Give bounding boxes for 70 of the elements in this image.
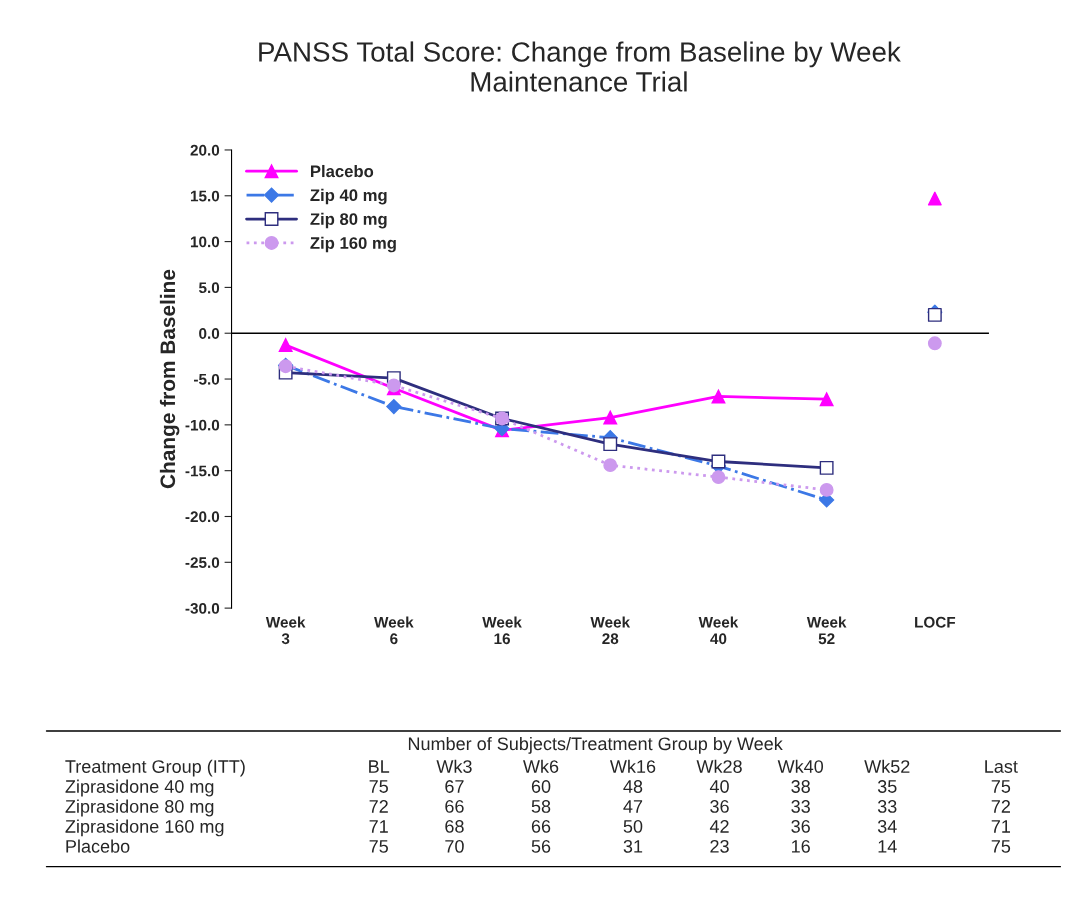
text: Placebo <box>66 839 130 853</box>
text: 66 <box>445 800 464 813</box>
y-tick-label: -20.0 <box>185 511 220 523</box>
text: Wk52 <box>864 759 910 773</box>
text: 71 <box>369 820 388 833</box>
text: Wk6 <box>523 759 559 773</box>
text: 48 <box>623 780 643 793</box>
text: 35 <box>877 780 897 793</box>
y-axis-title: Change from Baseline <box>159 269 180 489</box>
x-tick-label: Week 16 <box>482 616 522 645</box>
text: 75 <box>991 780 1011 793</box>
text: Ziprasidone 40 mg <box>65 779 214 797</box>
text: 40 <box>709 780 729 793</box>
text: 34 <box>877 820 897 833</box>
x-tick-label: Week 40 <box>698 616 739 645</box>
text: 16 <box>792 839 810 853</box>
text: 60 <box>531 780 551 793</box>
text: Treatment Group (ITT) <box>65 759 245 777</box>
y-tick-label: -10.0 <box>185 419 220 431</box>
text: 67 <box>445 780 464 793</box>
text: Wk16 <box>609 759 656 773</box>
x-tick-label: LOCF <box>915 616 956 628</box>
text: Last <box>985 760 1018 773</box>
text: 36 <box>710 800 729 813</box>
y-tick-label: 0.0 <box>199 328 220 339</box>
text: 58 <box>531 800 551 813</box>
y-tick-label: 15.0 <box>190 190 220 202</box>
text: Number of Subjects/Treatment Group by Week <box>408 736 783 754</box>
y-tick-label: 5.0 <box>198 282 220 294</box>
x-tick-label: Week 52 <box>806 616 847 645</box>
chart-title: PANSS Total Score: Change from Baseline by Week Maintenance Trial <box>259 41 901 92</box>
text: 36 <box>791 820 810 833</box>
text: 75 <box>991 840 1011 853</box>
text: 66 <box>531 820 551 833</box>
y-tick-label: -25.0 <box>185 557 220 568</box>
text: 23 <box>710 839 729 853</box>
legend-label: Placebo <box>311 164 374 178</box>
text: 75 <box>369 840 388 853</box>
text: 33 <box>791 800 810 813</box>
text: BL <box>369 760 390 773</box>
text: 31 <box>623 839 643 853</box>
text: 71 <box>991 820 1011 833</box>
y-tick-label: 10.0 <box>190 236 220 248</box>
legend-label: Zip 160 mg <box>310 236 396 253</box>
y-tick-label: -15.0 <box>185 465 220 477</box>
legend-label: Zip 80 mg <box>310 212 387 229</box>
text: Ziprasidone 160 mg <box>65 819 224 837</box>
text: 14 <box>878 840 897 853</box>
text: 42 <box>709 820 729 833</box>
y-tick-label: 20.0 <box>190 144 220 156</box>
text: 70 <box>445 839 464 853</box>
x-tick-label: Week 6 <box>374 616 414 645</box>
text: 50 <box>623 820 643 833</box>
text: Wk28 <box>696 759 742 773</box>
text: 56 <box>531 839 551 853</box>
text: 72 <box>991 800 1010 813</box>
text: 38 <box>791 780 810 793</box>
y-tick-label: -30.0 <box>185 602 220 614</box>
y-tick-label: -5.0 <box>194 373 220 385</box>
x-tick-label: Week 3 <box>265 616 306 645</box>
text: Wk3 <box>436 759 472 773</box>
text: 33 <box>877 800 897 813</box>
legend-label: Zip 40 mg <box>310 188 387 205</box>
text: 75 <box>369 780 388 793</box>
x-tick-label: Week 28 <box>590 616 631 645</box>
text: Ziprasidone 80 mg <box>65 799 214 817</box>
text: 72 <box>369 800 388 813</box>
text: 68 <box>445 820 464 833</box>
text: Wk40 <box>777 759 824 773</box>
text: 47 <box>623 800 643 813</box>
